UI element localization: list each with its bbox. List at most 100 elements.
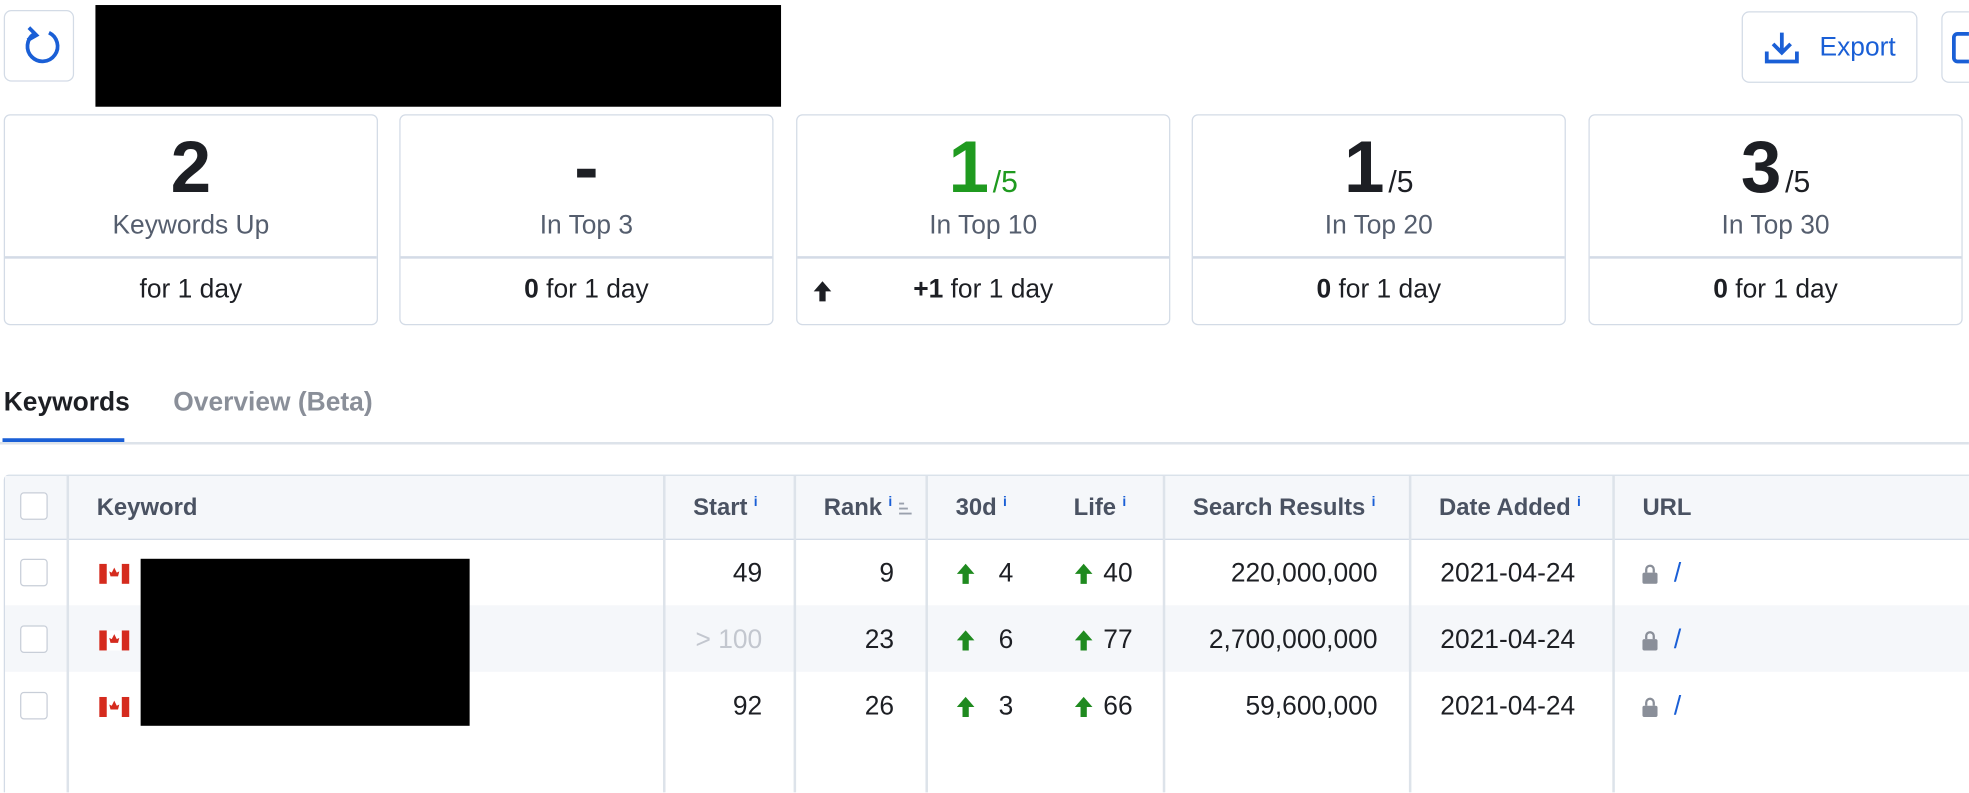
column-header: 30d i [956,495,1007,523]
stat-change: 0 [1713,274,1728,304]
stat-value: 1 [948,126,990,209]
info-mark[interactable]: i [1371,494,1376,510]
column-border [925,475,928,793]
url-link[interactable]: / [1673,625,1682,655]
stat-label: Keywords Up [112,210,270,240]
tab[interactable]: Keywords [3,388,130,417]
d30-cell: 3 [998,691,1014,721]
rank-cell: 26 [864,691,895,721]
sort-icon[interactable] [897,500,912,515]
d30-cell: 4 [998,558,1014,588]
column-label: Search Results [1192,495,1366,522]
stat-period: for 1 day [1338,274,1442,304]
column-border [1612,475,1615,793]
column-header: Search Results i [1193,495,1376,523]
column-border [1162,475,1165,793]
export-label: Export [1819,32,1896,62]
column-label: Life [1073,495,1117,522]
stat-footer: +1 for 1 day [797,275,1169,305]
stat-total: /5 [1785,165,1811,200]
stat-card: 3/5 In Top 30 0 for 1 day [1588,114,1963,326]
column-label: Keyword [96,494,198,522]
stat-change: 0 [524,274,539,304]
refresh-icon [25,26,60,64]
checkbox[interactable] [20,691,48,720]
column-header: Start i [693,495,757,523]
stat-footer: 0 for 1 day [401,275,773,305]
stat-value-row: 2 [5,126,377,210]
up-arrow-icon [956,630,975,651]
stat-value: 3 [1740,126,1782,209]
up-arrow-icon [956,696,975,718]
stat-value: 1 [1344,126,1385,209]
stat-label: In Top 3 [539,210,634,240]
stat-value: 2 [170,126,212,209]
table-header-bg [5,475,1969,540]
export-icon [1764,32,1799,64]
stat-footer: for 1 day [5,275,377,305]
column-label: Start [693,495,748,522]
url-link[interactable]: / [1673,691,1682,721]
stat-label: In Top 30 [1721,210,1830,240]
tab[interactable]: Overview (Beta) [173,388,373,417]
export-button[interactable]: Export [1741,11,1918,83]
stat-divider [400,256,773,259]
date-added-cell: 2021-04-24 [1440,625,1576,655]
column-label: 30d [955,495,997,522]
stat-total: /5 [992,165,1018,200]
refresh-button[interactable] [3,10,75,82]
column-header: Keyword [97,495,198,523]
start-cell: 92 [732,691,763,721]
stat-period: for 1 day [546,274,649,304]
info-mark[interactable]: i [1577,494,1581,510]
extra-button[interactable] [1941,11,1969,83]
stat-value-row: 1/5 [797,126,1169,210]
info-mark[interactable]: i [888,494,893,510]
info-mark[interactable]: i [1002,494,1007,510]
flag-icon [99,563,130,584]
up-arrow-icon [1074,696,1093,718]
column-label: Date Added [1439,495,1571,522]
column-border [793,475,796,793]
column-header[interactable]: Rank i [824,495,913,523]
stat-footer: 0 for 1 day [1193,275,1565,305]
up-arrow-icon [1074,563,1093,584]
column-header: Life i [1074,495,1127,523]
stat-footer: 0 for 1 day [1590,275,1962,305]
stat-divider [5,256,377,259]
redaction [140,558,470,726]
start-cell: 49 [732,558,763,588]
stat-period: for 1 day [1735,274,1838,304]
flag-icon [99,630,130,651]
info-mark[interactable]: i [1122,494,1127,510]
lock-icon [1642,631,1658,651]
redaction [95,5,782,107]
rank-cell: 9 [879,558,895,588]
stat-card: 1/5 In Top 20 0 for 1 day [1191,114,1566,326]
search-results-cell: 220,000,000 [1230,558,1378,588]
life-cell: 40 [1103,558,1133,588]
info-mark[interactable]: i [753,494,758,510]
date-added-cell: 2021-04-24 [1440,558,1576,588]
stat-change: 0 [1316,274,1332,304]
lock-icon [1642,697,1658,718]
column-header: Date Added i [1439,495,1581,523]
stat-divider [797,256,1170,259]
search-results-cell: 59,600,000 [1245,691,1378,721]
column-label: URL [1642,494,1692,522]
checkbox[interactable] [20,558,48,587]
tab-underline [2,438,125,443]
lock-icon [1642,564,1658,584]
column-border [663,475,665,793]
stat-card: - In Top 3 0 for 1 day [399,114,774,326]
stat-card: 1/5 In Top 10 +1 for 1 day [796,114,1171,326]
stat-divider [1192,256,1565,259]
d30-cell: 6 [998,625,1014,655]
checkbox[interactable] [20,625,48,653]
start-cell: > 100 [695,625,763,655]
rank-cell: 23 [864,625,895,655]
stat-label: In Top 10 [929,210,1038,240]
url-link[interactable]: / [1673,558,1682,588]
column-label: Rank [823,495,883,522]
checkbox[interactable] [20,492,48,520]
